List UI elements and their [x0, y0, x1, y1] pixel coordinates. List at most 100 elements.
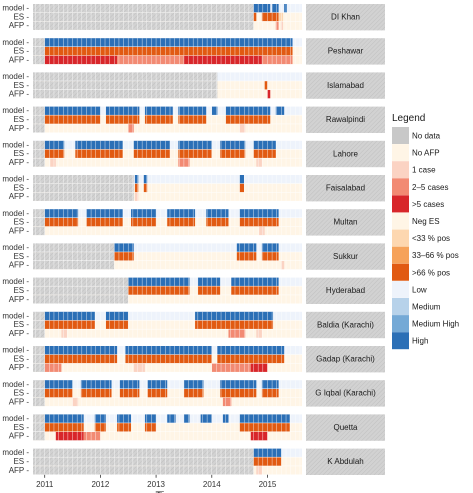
cell-model — [220, 140, 246, 150]
cell-es — [44, 354, 118, 364]
panel-strip — [306, 72, 385, 99]
row-label-model: model - — [2, 414, 29, 423]
row-label-model: model - — [2, 72, 29, 81]
row-label-model: model - — [2, 311, 29, 320]
legend-label: Medium — [412, 303, 441, 312]
row-base-es — [33, 183, 302, 193]
row-label-afp: AFP - — [9, 363, 30, 372]
cell-model — [217, 346, 285, 355]
cell-afp — [83, 432, 101, 441]
nodata-cell — [33, 72, 218, 81]
cell-model — [86, 209, 123, 218]
cell-es — [220, 389, 257, 398]
cell-es — [178, 115, 207, 124]
cell-es — [231, 286, 279, 295]
panel-strip-label: Peshawar — [328, 47, 364, 56]
cell-es — [80, 389, 112, 398]
cell-es — [125, 354, 212, 364]
cell-model — [144, 106, 173, 115]
cell-afp — [133, 363, 145, 372]
panel-strip-label: Faisalabad — [326, 184, 365, 193]
nodata-cell — [33, 311, 45, 321]
cell-afp — [228, 329, 246, 338]
nodata-cell — [33, 432, 45, 441]
cell-es — [197, 286, 221, 295]
legend-label: >5 cases — [412, 200, 444, 209]
cell-model — [183, 380, 204, 389]
cell-model — [253, 4, 271, 13]
nodata-cell — [33, 363, 45, 372]
panel-faisalabad — [33, 175, 385, 202]
cell-afp — [61, 329, 67, 338]
row-label-afp: AFP - — [9, 226, 30, 235]
row-base-afp — [33, 124, 302, 133]
panel-strip — [306, 346, 385, 373]
cell-es — [144, 423, 157, 432]
row-label-es: ES - — [13, 81, 29, 90]
panel-peshawar — [33, 38, 385, 65]
nodata-cell — [33, 354, 45, 364]
row-label-es: ES - — [13, 354, 29, 363]
row-label-model: model - — [2, 38, 29, 47]
cell-model — [178, 106, 207, 115]
x-axis-title: Time — [155, 490, 179, 493]
legend-swatch — [392, 332, 409, 350]
nodata-cell — [33, 252, 115, 261]
x-tick-label: 2014 — [203, 480, 221, 489]
panel-strip-label: Hyderabad — [326, 286, 365, 295]
panel-strip — [306, 175, 385, 202]
panel-hyderabad — [33, 277, 385, 304]
x-tick-label: 2015 — [259, 480, 277, 489]
row-label-afp: AFP - — [9, 466, 30, 475]
legend-swatch — [392, 178, 409, 196]
legend-label: No AFP — [412, 149, 440, 158]
panel-strip — [306, 414, 385, 441]
panel-k-abdulah — [33, 448, 385, 475]
panel-strip-label: Rawalpindi — [326, 115, 365, 124]
nodata-cell — [33, 380, 45, 389]
legend-label: 33–66 % pos — [412, 251, 459, 260]
cell-es — [105, 115, 140, 124]
cell-es — [239, 183, 245, 193]
legend-label: Neg ES — [412, 217, 440, 226]
row-base-es — [33, 320, 302, 329]
nodata-cell — [33, 106, 45, 115]
panel-strip-label: DI Khan — [331, 13, 360, 22]
cell-model — [143, 175, 148, 184]
cell-model — [80, 380, 112, 389]
cell-afp — [72, 397, 79, 407]
row-base-afp — [33, 158, 302, 167]
nodata-cell — [33, 295, 129, 304]
panel-g-iqbal-karachi- — [33, 380, 385, 407]
nodata-cell — [33, 218, 45, 227]
panel-strip — [306, 380, 385, 407]
cell-afp — [250, 432, 268, 441]
cell-es — [147, 389, 168, 398]
panel-strip-label: Multan — [333, 218, 357, 227]
row-label-model: model - — [2, 106, 29, 115]
nodata-cell — [33, 389, 45, 398]
legend-swatch — [392, 195, 409, 213]
row-base-es — [33, 389, 302, 398]
cell-model — [239, 209, 279, 218]
row-label-es: ES - — [13, 218, 29, 227]
row-label-model: model - — [2, 380, 29, 389]
cell-model — [75, 140, 123, 150]
cell-afp — [55, 432, 84, 441]
row-base-afp — [33, 432, 302, 441]
cell-es — [261, 252, 279, 261]
cell-model — [195, 311, 274, 321]
cell-model — [239, 414, 290, 423]
row-base-model — [33, 175, 302, 184]
cell-es — [44, 423, 84, 432]
row-base-afp — [33, 261, 302, 270]
cell-model — [211, 106, 218, 115]
panel-strip-label: Quetta — [333, 423, 358, 432]
cell-model — [44, 346, 118, 355]
cell-es — [86, 218, 123, 227]
row-base-model — [33, 243, 302, 252]
panel-multan — [33, 209, 385, 236]
row-base-model — [33, 311, 302, 321]
cell-model — [167, 414, 176, 423]
panel-quetta — [33, 414, 385, 441]
